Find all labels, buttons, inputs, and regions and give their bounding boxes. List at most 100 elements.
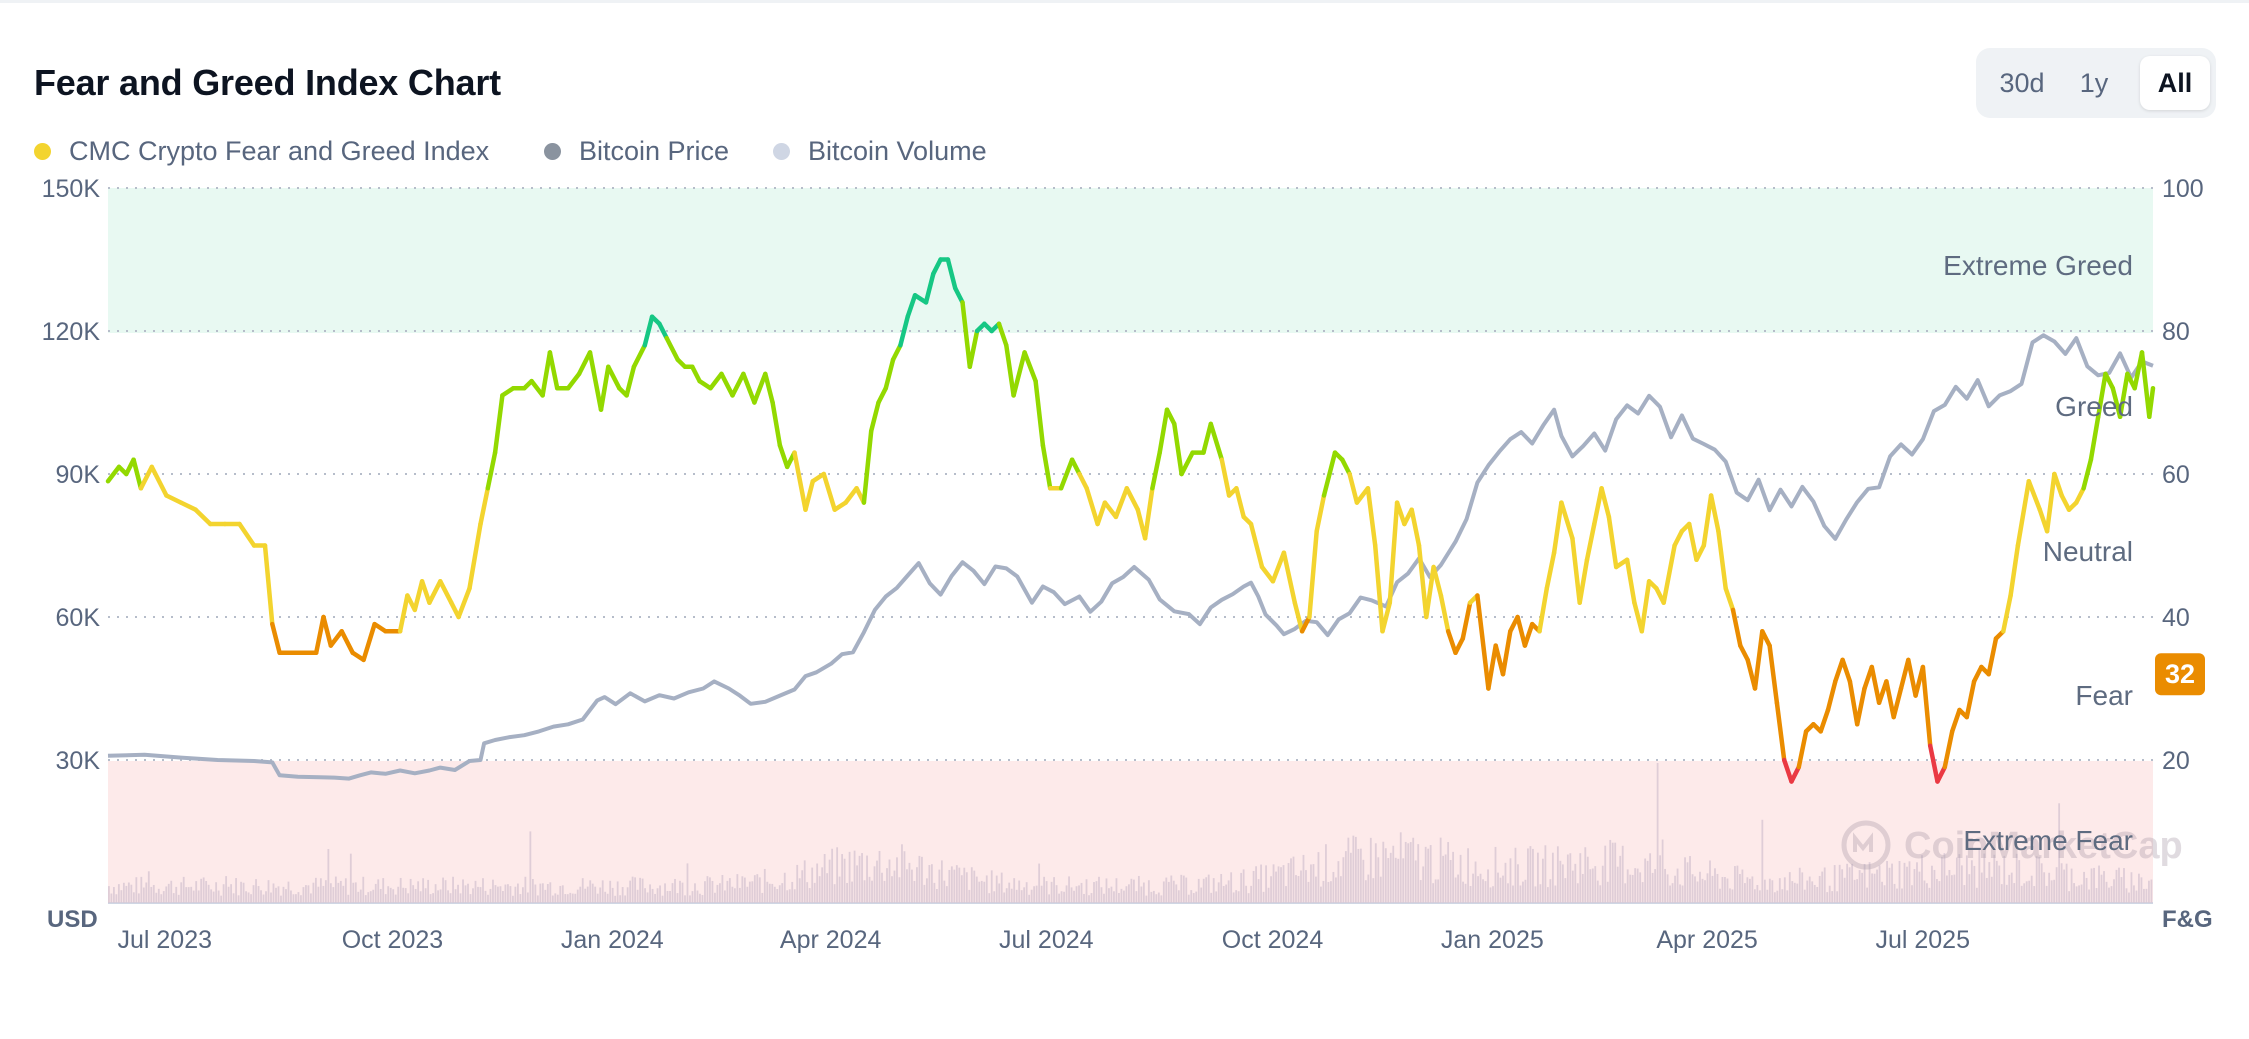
volume-bar <box>851 881 853 903</box>
volume-bar <box>1008 882 1011 903</box>
volume-bar <box>958 867 961 903</box>
volume-bar <box>891 876 893 903</box>
volume-bar <box>1305 870 1307 903</box>
volume-bar <box>1255 866 1257 903</box>
volume-bar <box>918 855 921 903</box>
fear-greed-segment <box>1840 657 1853 684</box>
volume-bar <box>160 894 163 903</box>
volume-bar <box>472 888 474 903</box>
volume-bar <box>911 869 913 903</box>
volume-bar <box>766 881 769 903</box>
volume-bar <box>2098 865 2100 903</box>
fear-greed-segment <box>1281 550 1298 605</box>
volume-bar <box>1696 881 1699 903</box>
volume-bar <box>1212 878 1215 903</box>
volume-bar <box>1060 891 1063 903</box>
volume-bar <box>212 891 215 903</box>
volume-bar <box>1482 879 1484 903</box>
volume-bar <box>898 877 901 903</box>
volume-bar <box>1449 860 1452 903</box>
watermark-text: CoinMarketCap <box>1904 825 2183 867</box>
volume-bar <box>409 878 412 903</box>
volume-bar <box>442 877 444 903</box>
volume-bar <box>1519 885 1522 903</box>
volume-bar <box>1761 819 1764 903</box>
volume-bar <box>2133 885 2135 903</box>
volume-bar <box>1272 864 1275 903</box>
volume-bar <box>1038 863 1041 903</box>
volume-bar <box>1973 865 1976 903</box>
range-30d-button[interactable]: 30d <box>1999 68 2045 98</box>
volume-bar <box>1906 866 1908 903</box>
volume-bar <box>686 863 689 903</box>
volume-bar <box>1801 872 1804 903</box>
volume-bar <box>1492 886 1494 903</box>
zone-label: Fear <box>2075 680 2133 711</box>
volume-bar <box>1275 871 1277 903</box>
fear-greed-segment <box>237 521 257 548</box>
fear-greed-segment <box>861 428 874 505</box>
volume-bar <box>711 880 714 903</box>
fear-greed-segment <box>1058 457 1075 491</box>
legend-item-fear-greed[interactable]: CMC Crypto Fear and Greed Index <box>34 134 489 168</box>
fear-greed-segment <box>1971 664 1984 684</box>
volume-bar <box>377 879 380 903</box>
volume-bar <box>1497 872 1499 903</box>
legend-label: Bitcoin Volume <box>808 135 987 166</box>
volume-bar <box>1200 887 1203 903</box>
volume-bar <box>225 876 228 903</box>
range-all-button[interactable]: All <box>2140 56 2210 110</box>
volume-bar <box>1217 882 1220 903</box>
fear-greed-segment <box>467 521 483 591</box>
volume-bar <box>756 874 759 903</box>
fear-greed-segment <box>1409 507 1422 548</box>
volume-bar <box>1230 872 1233 903</box>
legend-item-bitcoin-volume[interactable]: Bitcoin Volume <box>773 134 987 168</box>
legend-item-bitcoin-price[interactable]: Bitcoin Price <box>544 134 729 168</box>
volume-bar <box>1736 865 1739 903</box>
volume-bar <box>1003 892 1006 903</box>
volume-bar <box>444 880 447 903</box>
volume-bar <box>297 892 300 903</box>
volume-bar <box>950 866 953 903</box>
volume-bar <box>1671 883 1674 903</box>
fear-greed-segment <box>1340 457 1352 477</box>
fear-greed-segment <box>1730 607 1743 648</box>
fear-greed-segment <box>923 271 936 305</box>
volume-bar <box>334 876 337 903</box>
volume-bar <box>287 881 290 903</box>
volume-bar <box>357 891 360 903</box>
range-1y-button[interactable]: 1y <box>2079 68 2109 98</box>
volume-bar <box>1063 891 1065 903</box>
volume-bar <box>1659 855 1662 903</box>
volume-bar <box>903 851 906 903</box>
volume-bar <box>940 860 943 903</box>
volume-bar <box>1018 880 1021 903</box>
volume-bar <box>1941 856 1943 903</box>
volume-bar <box>1090 893 1093 903</box>
volume-bar <box>726 880 729 903</box>
volume-bar <box>656 888 659 903</box>
volume-bar <box>295 894 297 903</box>
volume-bar <box>327 849 330 903</box>
fear-greed-segment <box>598 364 611 412</box>
volume-bar <box>324 880 327 903</box>
volume-bar <box>1412 837 1415 903</box>
bitcoin-price-line <box>107 333 2154 781</box>
volume-bar <box>319 878 322 903</box>
volume-bar <box>539 883 542 903</box>
fear-greed-segment <box>1347 471 1360 505</box>
volume-bar <box>190 886 193 903</box>
volume-bar <box>1170 875 1173 903</box>
volume-bar <box>1252 870 1255 903</box>
fear-greed-segment <box>843 486 859 505</box>
fear-greed-segment <box>763 371 775 405</box>
volume-bar <box>1210 892 1213 903</box>
volume-bar <box>1788 872 1791 903</box>
fear-greed-segment <box>1544 550 1557 591</box>
volume-bar <box>215 882 218 903</box>
volume-bar <box>1407 843 1410 903</box>
volume-bar <box>2148 880 2150 903</box>
fear-greed-segment <box>803 478 816 512</box>
